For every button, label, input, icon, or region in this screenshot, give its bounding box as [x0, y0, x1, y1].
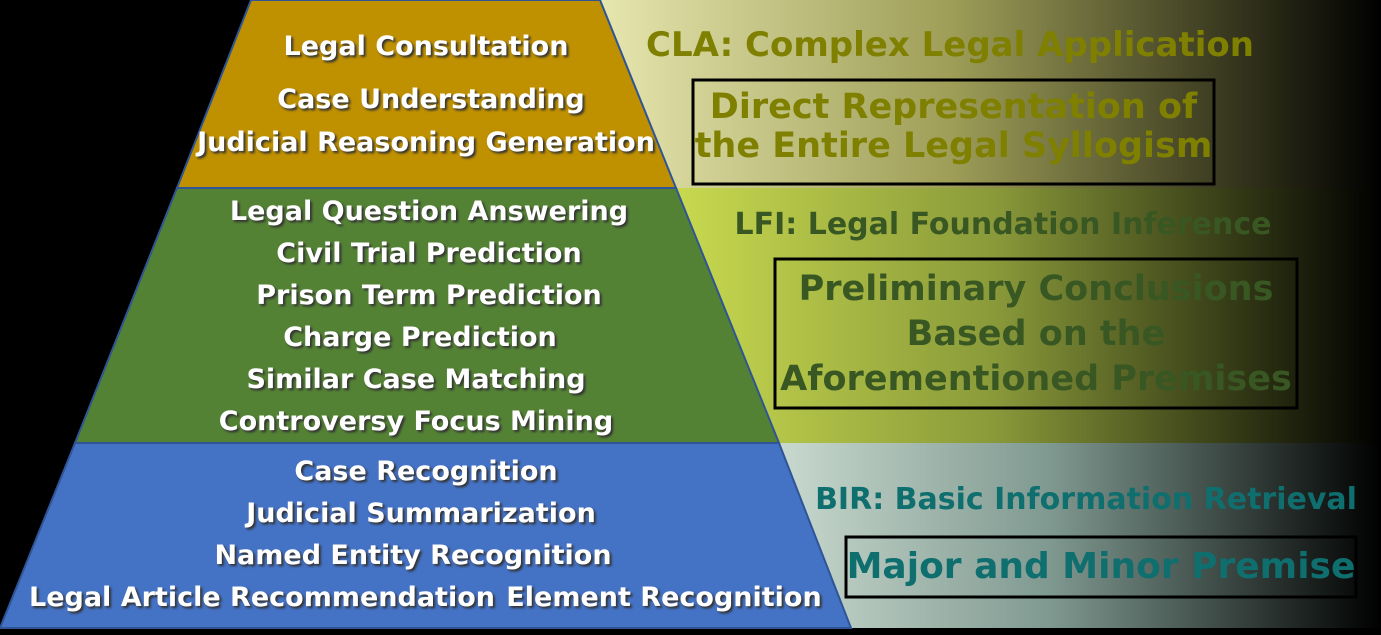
- description-lfi-line-3: Aforementioned Premises: [780, 358, 1292, 399]
- tier-item-case-recognition: Case Recognition: [294, 456, 558, 487]
- description-bir-line-1: Major and Minor Premise: [846, 546, 1356, 587]
- band-lfi: [676, 188, 1381, 443]
- description-box-lfi: [773, 257, 1299, 410]
- description-cla: Direct Representation of the Entire Lega…: [693, 87, 1214, 167]
- tier-item-judicial-reasoning-generation: Judicial Reasoning Generation: [197, 127, 655, 158]
- tier-item-civil-trial-prediction: Civil Trial Prediction: [276, 238, 582, 269]
- tier-item-legal-question-answering: Legal Question Answering: [229, 196, 629, 227]
- description-cla-line-2: the Entire Legal Syllogism: [694, 126, 1213, 167]
- tier-item-legal-article-recommendation: Legal Article Recommendation: [28, 582, 496, 613]
- description-lfi-line-2: Based on the: [906, 313, 1166, 354]
- tier-item-case-understanding: Case Understanding: [277, 84, 585, 115]
- heading-cla: CLA: Complex Legal Application: [646, 25, 1254, 65]
- tier-item-similar-case-matching: Similar Case Matching: [246, 364, 586, 395]
- tier-item-prison-term-prediction: Prison Term Prediction: [256, 280, 602, 311]
- description-bir: Major and Minor Premise: [846, 546, 1356, 587]
- description-cla-line-1: Direct Representation of: [709, 87, 1198, 127]
- heading-lfi: LFI: Legal Foundation Inference: [734, 207, 1272, 242]
- description-lfi: Preliminary Conclusions Based on the Afo…: [775, 267, 1297, 401]
- tier-item-charge-prediction: Charge Prediction: [283, 322, 557, 353]
- tier-bir-trapezoid: [0, 442, 853, 629]
- tier-item-named-entity-recognition: Named Entity Recognition: [214, 540, 612, 571]
- heading-bir: BIR: Basic Information Retrieval: [815, 482, 1357, 517]
- tier-item-legal-consultation: Legal Consultation: [283, 31, 569, 62]
- band-cla: [600, 0, 1381, 188]
- tier-item-controversy-focus-mining: Controversy Focus Mining: [218, 406, 614, 437]
- description-box-cla: [691, 78, 1216, 186]
- description-box-bir: [844, 535, 1358, 599]
- tier-item-judicial-summarization: Judicial Summarization: [246, 498, 596, 529]
- tier-item-element-recognition: Element Recognition: [506, 582, 822, 613]
- description-lfi-line-1: Preliminary Conclusions: [798, 269, 1274, 309]
